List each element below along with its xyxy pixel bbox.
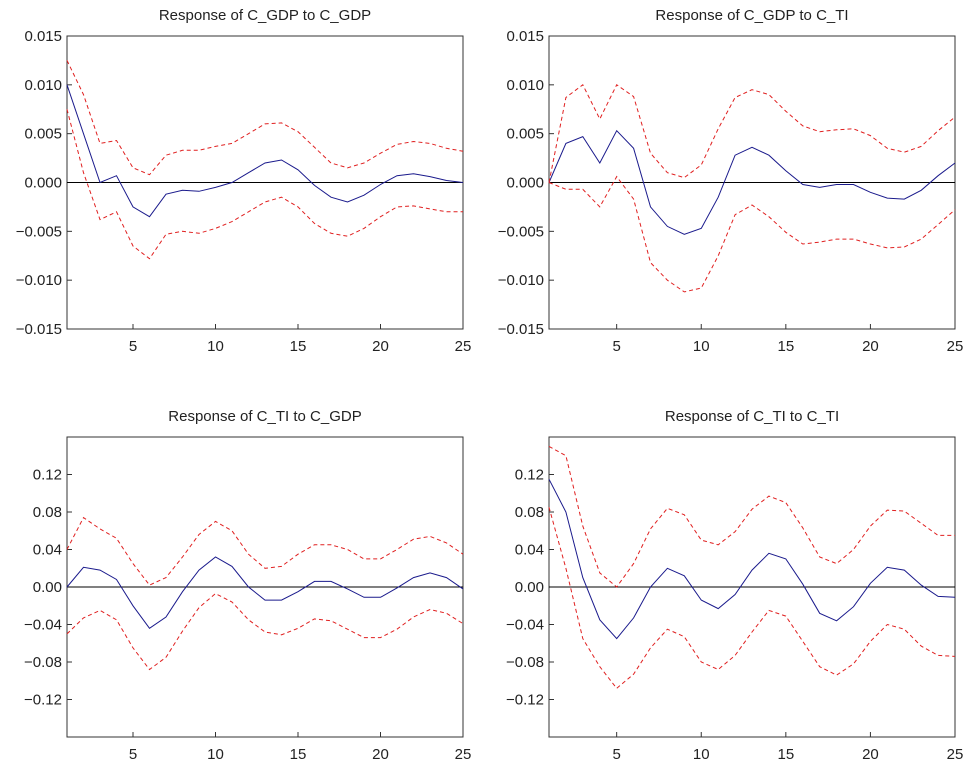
x-tick-label: 25 xyxy=(947,338,964,355)
x-tick-label: 10 xyxy=(207,338,224,355)
y-tick-label: −0.005 xyxy=(498,223,544,240)
y-tick-label: −0.04 xyxy=(506,617,544,634)
y-tick-label: 0.005 xyxy=(24,126,62,143)
y-tick-label: 0.000 xyxy=(506,175,544,192)
y-tick-label: −0.015 xyxy=(16,321,62,338)
x-tick-label: 15 xyxy=(777,746,794,763)
confidence-band-line xyxy=(548,445,955,588)
x-tick-label: 10 xyxy=(693,746,710,763)
y-tick-label: 0.010 xyxy=(24,77,62,94)
x-tick-label: 5 xyxy=(129,338,137,355)
y-tick-label: −0.005 xyxy=(16,223,62,240)
confidence-band-line xyxy=(66,516,464,586)
chart-panel-3: Response of C_TI to C_GDP −0.12 −0.08 −0.04… xyxy=(24,408,471,763)
y-tick-label: −0.04 xyxy=(24,617,62,634)
y-tick-label: 0.08 xyxy=(515,504,544,521)
y-tick-label: 0.12 xyxy=(515,467,544,484)
y-tick-label: −0.12 xyxy=(24,692,62,709)
x-tick-label: 25 xyxy=(947,746,964,763)
chart-title: Response of C_GDP to C_GDP xyxy=(159,7,371,24)
x-tick-label: 20 xyxy=(862,338,879,355)
x-tick-label: 5 xyxy=(612,338,620,355)
x-tick-label: 20 xyxy=(862,746,879,763)
y-tick-label: 0.00 xyxy=(33,579,62,596)
y-tick-label: 0.12 xyxy=(33,467,62,484)
x-tick-label: 10 xyxy=(693,338,710,355)
y-tick-label: 0.00 xyxy=(515,579,544,596)
y-tick-label: −0.015 xyxy=(498,321,544,338)
chart-panel-4: Response of C_TI to C_TI −0.12 −0.08 −0.04 0… xyxy=(506,408,963,763)
y-tick-label: 0.04 xyxy=(515,542,544,559)
confidence-band-line xyxy=(548,84,956,183)
y-tick-label: −0.08 xyxy=(506,654,544,671)
x-tick-label: 20 xyxy=(372,746,389,763)
y-tick-label: 0.04 xyxy=(33,542,62,559)
confidence-band-line xyxy=(66,593,464,671)
x-tick-label: 15 xyxy=(290,338,307,355)
x-tick-label: 20 xyxy=(372,338,389,355)
confidence-band-line xyxy=(548,507,956,690)
chart-title: Response of C_TI to C_TI xyxy=(665,408,839,425)
y-tick-label: 0.015 xyxy=(506,28,544,45)
y-tick-label: −0.010 xyxy=(16,272,62,289)
y-tick-label: −0.08 xyxy=(24,654,62,671)
response-line xyxy=(548,478,956,640)
y-tick-label: 0.005 xyxy=(506,126,544,143)
y-tick-label: 0.010 xyxy=(506,77,544,94)
chart-panel-1: Response of C_GDP to C_GDP −0.015 −0.010 −0… xyxy=(16,7,472,355)
y-tick-label: −0.12 xyxy=(506,692,544,709)
response-line xyxy=(66,84,464,218)
x-tick-label: 25 xyxy=(455,746,472,763)
chart-panel-2: Response of C_GDP to C_TI −0.015 −0.010 −0.… xyxy=(498,7,964,355)
x-tick-label: 15 xyxy=(777,338,794,355)
confidence-band-line xyxy=(66,60,464,176)
response-line xyxy=(548,129,956,235)
chart-title: Response of C_TI to C_GDP xyxy=(168,408,361,425)
confidence-band-line xyxy=(66,109,463,260)
x-tick-label: 5 xyxy=(129,746,137,763)
x-tick-label: 10 xyxy=(207,746,224,763)
x-tick-label: 25 xyxy=(455,338,472,355)
chart-title: Response of C_GDP to C_TI xyxy=(655,7,848,24)
y-tick-label: −0.010 xyxy=(498,272,544,289)
response-line xyxy=(66,556,464,629)
y-tick-label: 0.015 xyxy=(24,28,62,45)
x-tick-label: 15 xyxy=(290,746,307,763)
confidence-band-line xyxy=(548,175,956,293)
y-tick-label: 0.000 xyxy=(24,175,62,192)
y-tick-label: 0.08 xyxy=(33,504,62,521)
x-tick-label: 5 xyxy=(612,746,620,763)
